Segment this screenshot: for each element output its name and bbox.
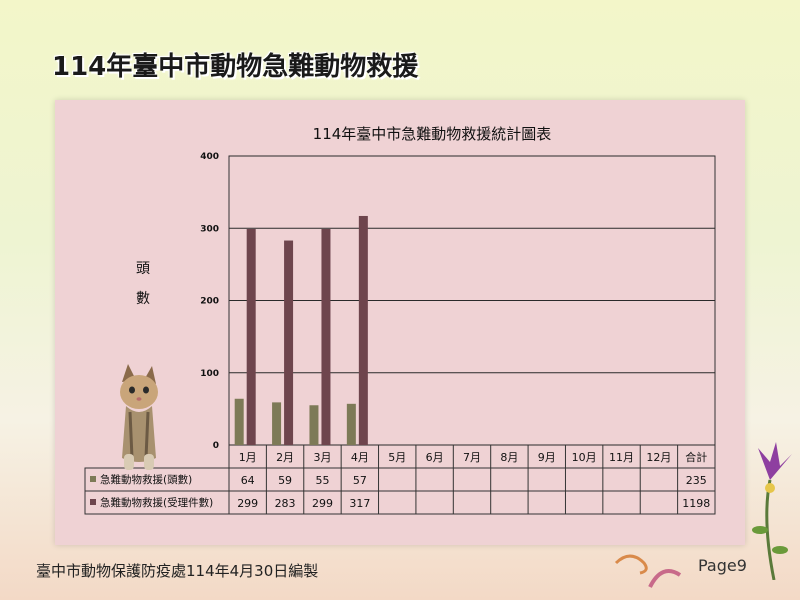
category-label: 8月 <box>500 451 518 464</box>
bar-head-count <box>272 402 282 445</box>
bar-head-count <box>346 403 356 445</box>
category-label: 合計 <box>685 450 707 464</box>
category-label: 1月 <box>239 451 257 464</box>
category-label: 6月 <box>426 451 444 464</box>
category-label: 7月 <box>463 451 481 464</box>
y-tick-label: 100 <box>200 369 219 379</box>
plot-area: 0 100 200 300 400 <box>200 152 716 451</box>
legend-label: 急難動物救援(受理件數) <box>100 496 213 509</box>
category-label: 10月 <box>572 451 597 464</box>
y-tick-label: 300 <box>200 224 219 234</box>
bar-head-count <box>234 398 244 445</box>
y-axis-label: 頭數 <box>136 261 150 307</box>
table-cell-value: 283 <box>275 497 296 510</box>
table-cell-value: 299 <box>237 497 258 510</box>
table-cell-value: 317 <box>349 497 370 510</box>
y-axis-label-char: 數 <box>136 291 150 307</box>
table-total-value: 1198 <box>682 497 710 510</box>
bar-case-count <box>246 228 256 445</box>
bar-head-count <box>309 405 319 445</box>
swirl-decoration <box>614 554 682 588</box>
chart-panel: 114年臺中市急難動物救援統計圖表 頭數 0 100 200 300 400 1月 2月 3… <box>55 100 745 545</box>
table-cell-value: 64 <box>241 474 255 487</box>
bar-case-count <box>284 240 294 445</box>
table-cell-value: 55 <box>315 474 329 487</box>
y-tick-label: 400 <box>200 152 219 162</box>
bar-case-count <box>358 215 368 445</box>
y-axis-label-char: 頭 <box>136 261 150 277</box>
category-label: 2月 <box>276 451 294 464</box>
category-label: 3月 <box>313 451 331 464</box>
category-label: 12月 <box>646 451 671 464</box>
legend-label: 急難動物救援(頭數) <box>100 473 192 486</box>
category-label: 4月 <box>351 451 369 464</box>
slide-title: 114年臺中市動物急難動物救援 <box>52 52 419 82</box>
y-tick-label: 0 <box>213 441 219 451</box>
category-label: 5月 <box>388 451 406 464</box>
legend-swatch <box>90 476 96 482</box>
page-number: Page9 <box>698 556 747 575</box>
table-cell-value: 299 <box>312 497 333 510</box>
footer-credit: 臺中市動物保護防疫處114年4月30日編製 <box>36 562 319 580</box>
category-label: 11月 <box>609 451 634 464</box>
table-cell-value: 59 <box>278 474 292 487</box>
kitten-illustration <box>120 364 158 470</box>
flower-decoration <box>752 442 792 580</box>
y-tick-label: 200 <box>200 297 219 307</box>
bar-case-count <box>321 228 331 445</box>
table-cell-value: 57 <box>353 474 367 487</box>
rescue-bar-chart: 114年臺中市急難動物救援統計圖表 頭數 0 100 200 300 400 1月 2月 3… <box>84 125 716 515</box>
legend-swatch <box>90 499 96 505</box>
category-label: 9月 <box>538 451 556 464</box>
table-total-value: 235 <box>686 474 707 487</box>
chart-title: 114年臺中市急難動物救援統計圖表 <box>313 125 552 143</box>
